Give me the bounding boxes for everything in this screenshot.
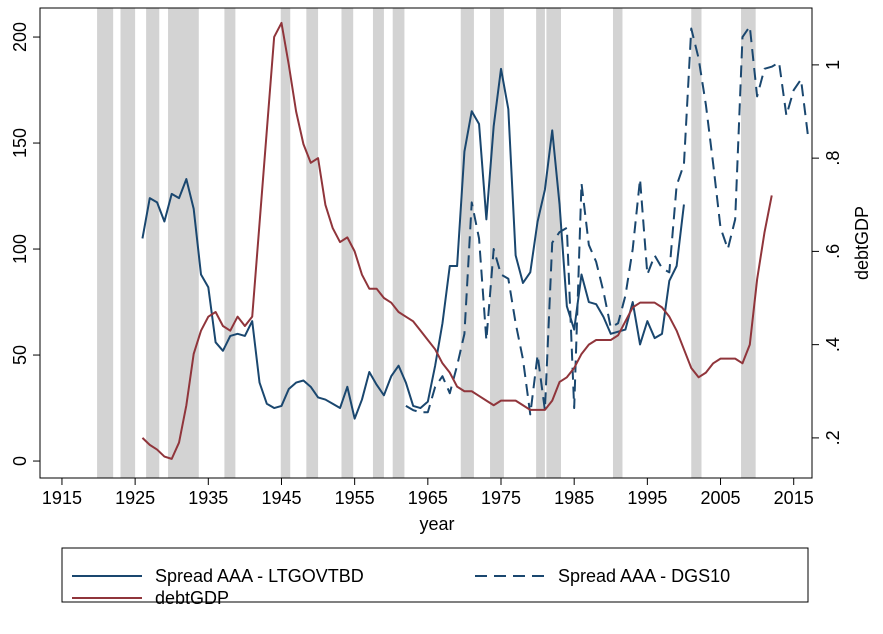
recession-band <box>536 8 545 478</box>
y-tick-label: 150 <box>10 128 30 158</box>
y-tick-label: 100 <box>10 234 30 264</box>
recession-band <box>97 8 114 478</box>
y2-tick-label: .4 <box>823 337 843 352</box>
legend-label: Spread AAA - LTGOVTBD <box>155 566 364 586</box>
x-tick-label: 1985 <box>554 488 594 508</box>
recession-band <box>306 8 319 478</box>
plot-frame <box>39 7 813 479</box>
y2-axis-title: debtGDP <box>852 206 872 280</box>
y2-tick-label: .2 <box>823 430 843 445</box>
y-tick-label: 50 <box>10 345 30 365</box>
series-line <box>141 67 685 420</box>
legend: Spread AAA - LTGOVTBD Spread AAA - DGS10 d… <box>72 566 730 608</box>
recession-band <box>280 8 291 478</box>
recession-band <box>168 8 199 478</box>
recession-band <box>372 8 384 478</box>
x-tick-label: 1955 <box>335 488 375 508</box>
legend-label: debtGDP <box>155 588 229 608</box>
x-tick-label: 1975 <box>481 488 521 508</box>
plot-area <box>97 8 810 478</box>
recession-band <box>691 8 702 478</box>
y2-tick-label: 1 <box>823 60 843 70</box>
x-tick-label: 1935 <box>188 488 228 508</box>
recession-band <box>612 8 623 478</box>
recession-band <box>146 8 160 478</box>
recession-band <box>546 8 562 478</box>
series-line <box>405 25 810 416</box>
x-tick-label: 1965 <box>408 488 448 508</box>
y2-tick-label: .8 <box>823 151 843 166</box>
x-tick-label: 1925 <box>115 488 155 508</box>
x-axis-title: year <box>419 514 454 534</box>
recession-band <box>741 8 756 478</box>
x-tick-label: 2015 <box>774 488 814 508</box>
x-tick-label: 2005 <box>701 488 741 508</box>
recession-band <box>120 8 136 478</box>
x-tick-label: 1915 <box>42 488 82 508</box>
x-tick-label: 1995 <box>627 488 667 508</box>
x-tick-label: 1945 <box>261 488 301 508</box>
recession-band <box>460 8 474 478</box>
legend-label: Spread AAA - DGS10 <box>558 566 730 586</box>
recession-band <box>341 8 354 478</box>
recession-band <box>224 8 236 478</box>
recession-band <box>392 8 405 478</box>
y-tick-label: 0 <box>10 456 30 466</box>
y2-tick-label: .6 <box>823 244 843 259</box>
series-line <box>141 21 773 460</box>
legend-frame <box>61 547 809 603</box>
y-tick-label: 200 <box>10 22 30 52</box>
